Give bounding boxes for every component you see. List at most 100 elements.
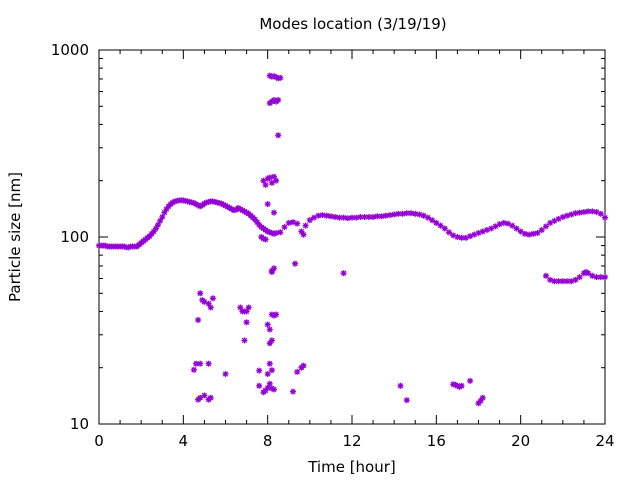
data-point	[273, 311, 280, 318]
x-tick-label: 12	[342, 432, 361, 450]
data-point	[429, 217, 436, 224]
x-tick-label: 4	[179, 432, 189, 450]
data-point	[207, 394, 214, 401]
x-tick-label: 8	[263, 432, 273, 450]
x-tick-label: 20	[511, 432, 530, 450]
data-point	[197, 394, 204, 401]
data-point	[555, 278, 562, 285]
data-point	[243, 319, 250, 326]
x-axis-label: Time [hour]	[307, 458, 396, 476]
data-point	[201, 392, 208, 399]
data-point	[264, 201, 271, 208]
data-point	[302, 222, 309, 229]
data-point	[218, 200, 225, 207]
y-tick-label: 10	[70, 415, 89, 433]
data-point	[378, 213, 385, 220]
data-point	[258, 234, 265, 240]
data-point	[285, 219, 292, 226]
data-point	[205, 360, 212, 367]
data-point	[403, 397, 410, 404]
data-point	[572, 276, 579, 283]
data-point	[268, 337, 275, 344]
data-point	[266, 174, 273, 181]
data-point	[446, 229, 452, 236]
data-point	[513, 225, 520, 232]
data-point	[163, 206, 170, 213]
data-point	[268, 367, 275, 374]
data-point	[290, 388, 296, 395]
data-point	[245, 304, 252, 311]
data-point	[458, 382, 465, 389]
data-point	[300, 231, 307, 238]
data-point	[207, 304, 214, 311]
data-point	[585, 208, 592, 215]
data-point	[564, 212, 570, 219]
data-point	[266, 360, 273, 367]
data-point	[408, 210, 414, 217]
data-point	[538, 227, 545, 233]
data-point	[543, 223, 549, 230]
data-point	[534, 230, 541, 236]
data-point	[275, 132, 282, 139]
data-point	[412, 210, 419, 217]
data-point	[268, 267, 275, 274]
x-tick-label: 16	[427, 432, 446, 450]
chart-title: Modes location (3/19/19)	[259, 15, 446, 33]
data-point	[454, 234, 461, 240]
data-point	[243, 308, 250, 315]
data-point	[264, 321, 271, 328]
y-tick-label: 100	[60, 228, 89, 246]
data-point	[576, 274, 583, 281]
data-point	[271, 209, 277, 216]
data-point	[602, 214, 608, 221]
data-point	[479, 394, 486, 401]
data-point	[441, 225, 448, 232]
data-point	[241, 337, 248, 344]
data-point	[209, 295, 216, 302]
data-point	[197, 360, 204, 367]
data-point	[458, 234, 465, 241]
data-point	[275, 97, 282, 103]
data-point	[277, 229, 284, 236]
data-point	[292, 260, 299, 267]
data-point	[281, 224, 288, 231]
data-point	[597, 210, 604, 217]
data-point	[585, 270, 592, 277]
data-point	[273, 230, 280, 236]
plot-frame	[98, 49, 606, 425]
data-point	[197, 290, 204, 297]
data-point	[576, 209, 583, 216]
ticks-layer: 0 4 8 12 16 20 24 10 100 1000	[51, 41, 615, 450]
data-point	[262, 236, 269, 243]
data-point	[195, 317, 202, 323]
data-point	[273, 177, 280, 184]
data-point	[397, 382, 404, 389]
data-point	[433, 219, 440, 226]
data-point	[500, 219, 507, 226]
data-point	[327, 213, 334, 220]
data-point	[294, 220, 301, 227]
data-point	[323, 212, 330, 219]
data-point	[264, 371, 271, 377]
data-point	[294, 368, 301, 375]
data-point	[492, 223, 499, 230]
points-layer	[96, 72, 608, 407]
data-point	[564, 278, 570, 285]
data-point	[344, 215, 351, 222]
data-point	[365, 214, 372, 220]
x-tick-label: 0	[94, 432, 104, 450]
data-point	[300, 362, 307, 369]
data-point	[374, 213, 381, 220]
data-point	[222, 371, 229, 377]
data-point	[424, 214, 431, 221]
data-point	[602, 274, 608, 281]
y-axis-label: Particle size [nm]	[6, 172, 24, 302]
data-point	[517, 228, 524, 235]
data-point	[526, 231, 533, 238]
data-point	[306, 217, 313, 224]
data-point	[336, 214, 343, 221]
data-point	[387, 212, 393, 219]
data-point	[521, 230, 528, 237]
